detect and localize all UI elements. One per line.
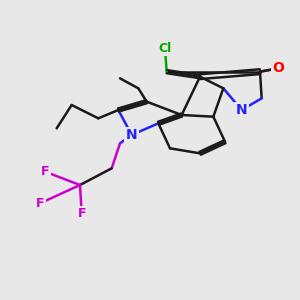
Text: Cl: Cl — [158, 42, 172, 55]
Text: F: F — [36, 197, 44, 210]
Text: N: N — [126, 128, 137, 142]
Text: O: O — [272, 61, 284, 75]
Text: F: F — [41, 165, 49, 178]
Text: F: F — [77, 207, 86, 220]
Text: N: N — [236, 103, 248, 117]
